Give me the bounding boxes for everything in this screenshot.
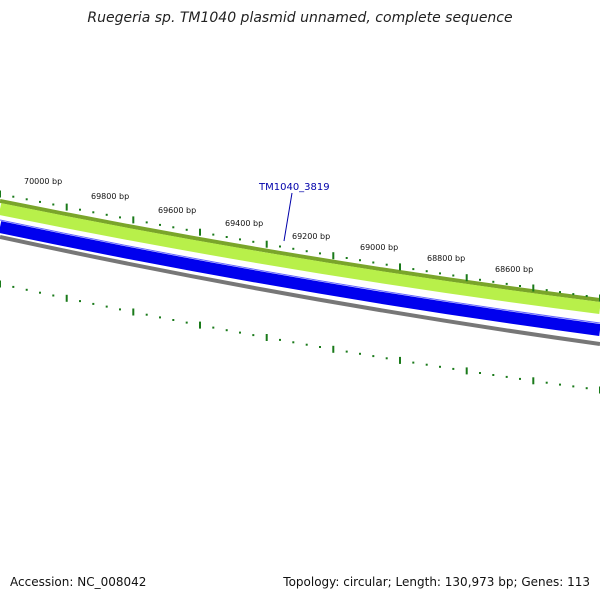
gene-leader-line (283, 192, 293, 242)
gene-label[interactable]: TM1040_3819 (258, 182, 330, 193)
summary-text: Topology: circular; Length: 130,973 bp; … (283, 575, 590, 589)
bp-label: 68600 bp (495, 265, 533, 274)
bp-label: 69400 bp (225, 219, 263, 228)
bp-label: 69800 bp (91, 192, 129, 201)
map-title: Ruegeria sp. TM1040 plasmid unnamed, com… (87, 10, 513, 26)
outer-tick-marks (0, 190, 600, 302)
bp-label: 69600 bp (158, 206, 196, 215)
bp-label: 69000 bp (360, 243, 398, 252)
gene-band (0, 221, 600, 336)
outer-band-edge (0, 199, 600, 302)
gene-band-highlight (0, 219, 600, 324)
bp-label: 70000 bp (24, 177, 62, 186)
bp-label: 68800 bp (427, 254, 465, 263)
inner-band (0, 235, 600, 346)
bp-label: 69200 bp (292, 232, 330, 241)
bp-labels: 70000 bp 69800 bp 69600 bp 69400 bp 6920… (24, 177, 533, 274)
accession-text: Accession: NC_008042 (10, 575, 147, 589)
inner-tick-marks (0, 280, 600, 394)
gene-annotation[interactable]: TM1040_3819 (258, 182, 330, 242)
outer-band (0, 203, 600, 314)
